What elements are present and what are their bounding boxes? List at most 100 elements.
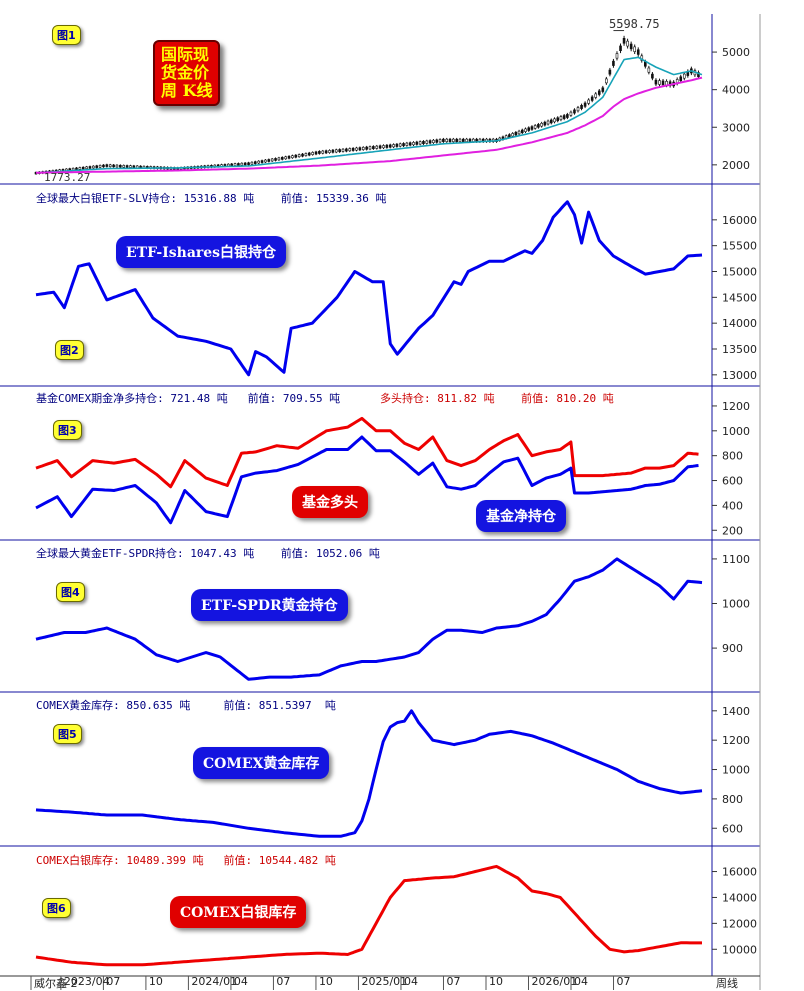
- gold-low-label: 1773.27: [44, 171, 91, 184]
- gold-ma-short-line: [35, 56, 703, 174]
- gold-candle-body: [361, 147, 365, 150]
- gold-candle-body: [95, 165, 99, 168]
- gold-candle-body: [331, 149, 335, 153]
- gold-candle-body: [260, 160, 264, 163]
- gold-ytick-label: 3000: [722, 121, 750, 134]
- gold-candle-body: [682, 73, 686, 79]
- comex-silver-ytick-label: 12000: [722, 917, 757, 930]
- gold-candle-body: [654, 79, 658, 85]
- comex-silver-series-line: [35, 864, 702, 967]
- gold-candle-body: [587, 99, 590, 104]
- gold-candle-body: [334, 149, 338, 153]
- gold-candle-body: [112, 164, 115, 168]
- gold-candle-body: [549, 119, 553, 124]
- fund-ytick-label: 600: [722, 475, 743, 488]
- gold-candle-body: [267, 159, 271, 162]
- gold-candle-body: [508, 134, 511, 138]
- figure-badge-3: 图3: [53, 420, 82, 440]
- x-axis-label: 04: [574, 975, 588, 988]
- gold-candle-body: [365, 146, 368, 150]
- spdr-ytick-label: 1100: [722, 553, 750, 566]
- gold-candle-body: [284, 156, 287, 160]
- gold-candle-body: [608, 69, 612, 75]
- gold-candle-body: [250, 161, 254, 165]
- gold-candle-body: [622, 38, 626, 44]
- gold-candle-body: [318, 151, 321, 154]
- gold-candle-body: [647, 67, 651, 73]
- gold-title-line-2: 货金价: [161, 63, 210, 82]
- gold-candle-body: [562, 115, 566, 119]
- slv-ytick-label: 14500: [722, 291, 757, 304]
- comex-gold-legend: COMEX黄金库存: [193, 747, 330, 779]
- gold-candle-body: [277, 157, 281, 161]
- gold-candle-body: [527, 127, 531, 131]
- gold-candle-body: [324, 150, 328, 154]
- x-axis-label: 07: [276, 975, 291, 988]
- comex-gold-ytick-label: 600: [722, 822, 743, 835]
- gold-candle-body: [81, 166, 85, 170]
- gold-candle-body: [368, 146, 372, 150]
- gold-candle-body: [375, 145, 379, 149]
- gold-candle-body: [428, 140, 432, 144]
- x-axis: 威尔鑫 2 2023/04 07 10 2024/01 04 07 10 2025/01 04 07…: [0, 974, 804, 990]
- gold-candle-body: [422, 141, 425, 145]
- gold-candle-body: [85, 166, 88, 169]
- comex-gold-header: COMEX黄金库存: 850.635 吨 前值: 851.5397 吨: [36, 699, 336, 712]
- gold-candle-body: [412, 142, 415, 146]
- x-axis-label: 04: [233, 975, 248, 988]
- gold-candle-body: [311, 152, 314, 155]
- gold-candle-body: [341, 148, 345, 152]
- gold-candle-body: [448, 138, 452, 142]
- gold-candle-body: [237, 163, 240, 166]
- fund-ytick-label: 400: [722, 499, 743, 512]
- gold-candle-body: [345, 148, 348, 152]
- gold-candle-body: [524, 128, 527, 132]
- gold-candle-body: [125, 165, 129, 168]
- gold-candle-body: [129, 165, 132, 168]
- x-axis-corner-label: 周线: [716, 977, 738, 990]
- gold-candle-body: [351, 147, 355, 151]
- spdr-header: 全球最大黄金ETF-SPDR持仓: 1047.43 吨 前值: 1052.06 …: [36, 547, 380, 560]
- slv-legend-button: ETF-Ishares白银持仓: [116, 236, 287, 268]
- gold-weekly-title-box: 国际现 货金价 周 K线: [153, 40, 221, 106]
- spdr-ytick-label: 900: [722, 642, 743, 655]
- gold-candle-body: [658, 80, 661, 85]
- gold-candle-body: [633, 46, 636, 52]
- gold-candle-body: [533, 125, 537, 129]
- gold-candle-body: [348, 148, 352, 152]
- gold-candle-body: [590, 96, 594, 101]
- gold-candle-body: [605, 78, 608, 84]
- gold-candle-body: [540, 122, 543, 127]
- gold-candle-body: [321, 150, 325, 154]
- gold-candle-body: [556, 117, 560, 122]
- gold-candle-body: [569, 111, 573, 116]
- gold-candle-body: [287, 155, 291, 159]
- gold-candle-body: [594, 93, 598, 98]
- gold-candle-body: [619, 45, 622, 52]
- slv-ytick-label: 13000: [722, 369, 757, 382]
- gold-candle-body: [520, 129, 524, 134]
- gold-candle-body: [395, 143, 399, 147]
- gold-candle-body: [415, 141, 419, 145]
- gold-candle-body: [301, 153, 304, 157]
- figure-badge-2: 图2: [55, 340, 84, 360]
- gold-candle-body: [583, 102, 587, 107]
- gold-ytick-label: 2000: [722, 159, 750, 172]
- fund-ytick-label: 200: [722, 524, 743, 537]
- gold-candle-body: [530, 126, 534, 130]
- gold-candle-body: [661, 80, 665, 86]
- gold-candle-body: [338, 149, 341, 153]
- gold-candle-body: [274, 158, 277, 161]
- gold-candle-body: [132, 165, 136, 168]
- fund-long-header: 多头持仓: 811.82 吨 前值: 810.20 吨: [380, 392, 614, 405]
- gold-candle-body: [580, 104, 583, 109]
- gold-candle-body: [328, 150, 331, 153]
- gold-ytick-label: 5000: [722, 46, 750, 59]
- gold-candle-body: [257, 160, 260, 164]
- fund-ytick-label: 1200: [722, 400, 750, 413]
- gold-candle-body: [559, 116, 563, 120]
- gold-candle-body: [543, 121, 547, 126]
- gold-candle-body: [247, 162, 250, 165]
- gold-candle-body: [115, 164, 119, 168]
- slv-ytick-label: 16000: [722, 214, 757, 227]
